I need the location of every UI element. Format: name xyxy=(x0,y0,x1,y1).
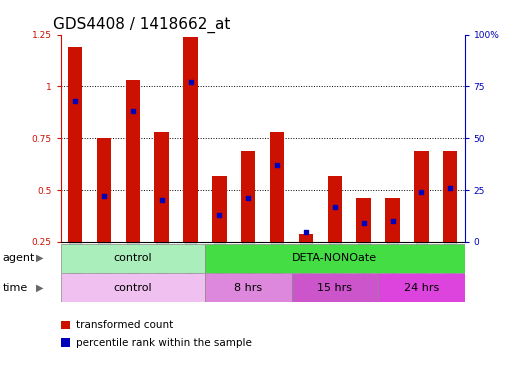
Bar xyxy=(205,244,465,273)
Bar xyxy=(327,175,342,242)
Point xyxy=(186,79,195,85)
Point xyxy=(360,220,368,226)
Bar xyxy=(61,273,205,302)
Bar xyxy=(183,36,198,242)
Text: 24 hrs: 24 hrs xyxy=(404,283,439,293)
Bar xyxy=(414,151,429,242)
Point xyxy=(388,218,397,224)
Point xyxy=(129,108,137,114)
Bar xyxy=(443,151,457,242)
Bar xyxy=(126,80,140,242)
Bar xyxy=(61,244,205,273)
Bar xyxy=(212,175,227,242)
Bar xyxy=(97,138,111,242)
Bar xyxy=(241,151,256,242)
Point xyxy=(71,98,79,104)
Point xyxy=(331,204,339,210)
Bar xyxy=(385,199,400,242)
Text: GDS4408 / 1418662_at: GDS4408 / 1418662_at xyxy=(53,17,230,33)
Text: ▶: ▶ xyxy=(36,253,43,263)
Text: transformed count: transformed count xyxy=(76,320,173,330)
Point xyxy=(215,212,224,218)
Bar xyxy=(378,273,465,302)
Bar xyxy=(68,47,82,242)
Text: DETA-NONOate: DETA-NONOate xyxy=(292,253,378,263)
Point xyxy=(100,193,108,199)
Point xyxy=(273,162,281,168)
Bar xyxy=(155,132,169,242)
Bar xyxy=(291,273,378,302)
Point xyxy=(157,197,166,204)
Point xyxy=(446,185,455,191)
Text: percentile rank within the sample: percentile rank within the sample xyxy=(76,338,251,348)
Text: 8 hrs: 8 hrs xyxy=(234,283,262,293)
Text: control: control xyxy=(114,253,152,263)
Text: time: time xyxy=(3,283,28,293)
Bar xyxy=(356,199,371,242)
Text: control: control xyxy=(114,283,152,293)
Point xyxy=(244,195,252,202)
Bar xyxy=(270,132,284,242)
Text: agent: agent xyxy=(3,253,35,263)
Point xyxy=(301,228,310,235)
Bar xyxy=(205,273,291,302)
Bar xyxy=(299,233,313,242)
Text: 15 hrs: 15 hrs xyxy=(317,283,352,293)
Point xyxy=(417,189,426,195)
Text: ▶: ▶ xyxy=(36,283,43,293)
